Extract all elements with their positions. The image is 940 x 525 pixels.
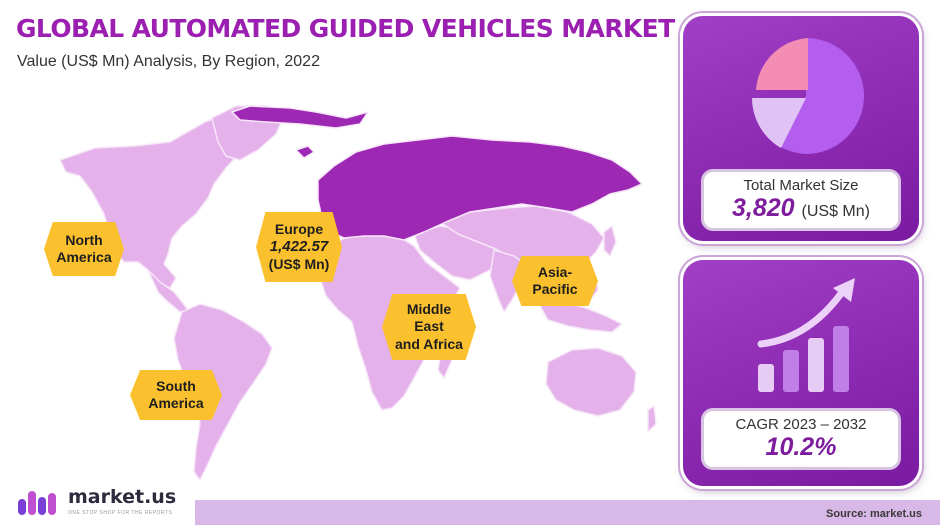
europe-unit: (US$ Mn)	[268, 256, 330, 273]
page-subtitle: Value (US$ Mn) Analysis, By Region, 2022	[17, 53, 320, 70]
market-size-value: 3,820	[732, 194, 795, 222]
new-zealand-region	[647, 405, 657, 433]
label-middle-east-africa: Middle East and Africa	[382, 294, 476, 360]
australia-region	[545, 347, 637, 417]
label-north-america: North America	[44, 222, 124, 276]
europe-value: 1,422.57	[269, 237, 329, 255]
arctic-islands-region	[231, 105, 369, 129]
brand-logo: market.us ONE STOP SHOP FOR THE REPORTS	[0, 483, 195, 525]
southeast-asia-region	[539, 301, 623, 333]
cagr-label: CAGR 2023 – 2032	[735, 416, 867, 433]
market-size-card: Total Market Size 3,820 (US$ Mn)	[701, 169, 901, 231]
label-south-america: South America	[130, 370, 222, 420]
market-size-panel: Total Market Size 3,820 (US$ Mn)	[683, 16, 919, 241]
label-europe: Europe 1,422.57 (US$ Mn)	[256, 212, 342, 282]
asia-pacific-line1: Asia-	[537, 263, 573, 280]
label-asia-pacific: Asia- Pacific	[512, 256, 598, 306]
pie-chart-icon	[752, 38, 864, 154]
cagr-card: CAGR 2023 – 2032 10.2%	[701, 408, 901, 470]
north-america-line1: North	[65, 231, 103, 248]
asia-pacific-line2: Pacific	[532, 281, 578, 297]
brand-tagline: ONE STOP SHOP FOR THE REPORTS	[68, 510, 173, 516]
market-size-unit: (US$ Mn)	[801, 203, 870, 220]
europe-region	[317, 135, 643, 241]
brand-logo-icon	[18, 491, 56, 515]
mea-line1: Middle	[406, 301, 452, 318]
growth-chart-icon	[757, 278, 855, 392]
north-america-line2: America	[56, 249, 112, 265]
brand-name: market.us	[68, 486, 177, 508]
cagr-value: 10.2%	[765, 433, 837, 461]
europe-name: Europe	[274, 220, 324, 237]
market-size-label: Total Market Size	[743, 177, 859, 194]
south-america-line2: America	[148, 395, 204, 411]
page-title: GLOBAL AUTOMATED GUIDED VEHICLES MARKET	[16, 14, 675, 43]
iceland-region	[295, 145, 315, 159]
japan-region	[603, 225, 617, 257]
cagr-panel: CAGR 2023 – 2032 10.2%	[683, 260, 919, 486]
mea-line3: and Africa	[395, 335, 463, 352]
source-text: Source: market.us	[826, 508, 922, 520]
mea-line2: East	[414, 318, 444, 335]
south-america-line1: South	[156, 377, 196, 394]
